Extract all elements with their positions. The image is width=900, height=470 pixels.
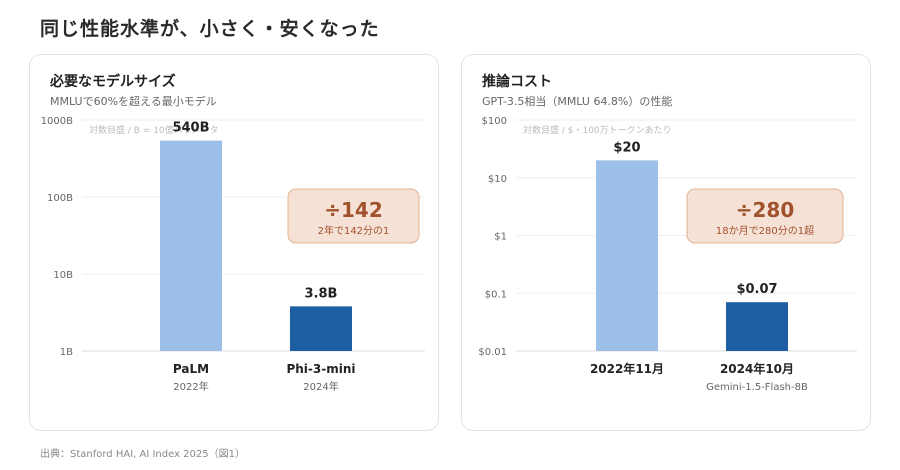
inference-cost-chart: $0.01 $0.1 $1 $10 $100 対数目盛 / $・100万トークンあたり $2… [478, 116, 857, 393]
bar-value-label: $20 [613, 140, 640, 155]
category-sublabel: 2024年 [303, 380, 338, 393]
y-tick-label: 1B [60, 347, 73, 358]
y-tick-label: $0.1 [485, 289, 507, 300]
y-tick-label: 1000B [41, 116, 73, 127]
category-label: PaLM [173, 362, 209, 376]
inference-cost-card: 推論コスト GPT-3.5相当（MMLU 64.8%）の性能 $0.01 $0.1… [461, 54, 871, 431]
scale-note: 対数目盛 / $・100万トークンあたり [523, 124, 672, 136]
page-title: 同じ性能水準が、小さく・安くなった [40, 18, 380, 40]
category-sublabel: 2022年 [173, 380, 208, 393]
y-tick-label: 10B [53, 270, 73, 281]
category-label: 2022年11月 [590, 361, 664, 376]
category-label: 2024年10月 [720, 361, 794, 376]
reduction-factor: ÷280 [736, 198, 795, 222]
scale-note: 対数目盛 / B = 10億パラメータ [89, 124, 218, 136]
bar-1 [596, 160, 658, 351]
source-note: 出典：Stanford HAI, AI Index 2025（図1） [40, 449, 245, 460]
y-tick-label: 100B [47, 193, 73, 204]
category-sublabel: Gemini-1.5-Flash-8B [706, 382, 808, 393]
model-size-card-title: 必要なモデルサイズ [50, 74, 176, 90]
reduction-callout [686, 188, 844, 244]
inference-cost-card-subtitle: GPT-3.5相当（MMLU 64.8%）の性能 [482, 95, 673, 108]
reduction-caption: 2年で142分の1 [318, 224, 390, 237]
bar-value-label: 3.8B [305, 286, 338, 301]
y-tick-label: $10 [488, 174, 507, 185]
model-size-card-subtitle: MMLUで60%を超える最小モデル [50, 95, 217, 108]
inference-cost-card-title: 推論コスト [482, 74, 552, 90]
bar-1 [160, 140, 222, 351]
y-tick-label: $1 [494, 232, 507, 243]
reduction-callout [287, 188, 420, 244]
bar-2 [726, 302, 788, 351]
reduction-factor: ÷142 [324, 198, 383, 222]
reduction-caption: 18か月で280分の1超 [716, 224, 814, 237]
y-tick-label: $100 [482, 116, 507, 127]
bar-value-label: $0.07 [736, 282, 777, 297]
category-label: Phi-3-mini [286, 362, 355, 376]
y-tick-label: $0.01 [478, 347, 507, 358]
bar-2 [290, 306, 352, 351]
model-size-card: 必要なモデルサイズ MMLUで60%を超える最小モデル 1B 10B 100B 100… [29, 54, 439, 431]
bar-value-label: 540B [172, 121, 209, 136]
